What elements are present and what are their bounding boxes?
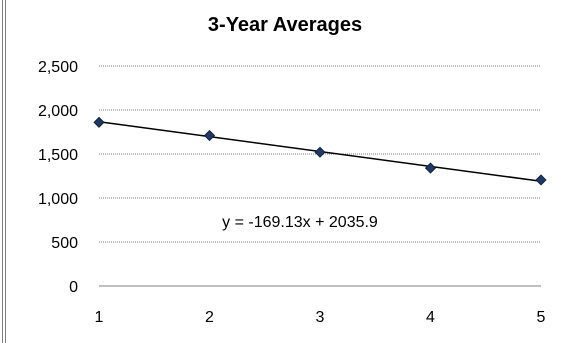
- y-tick-label: 1,000: [38, 191, 78, 208]
- chart-title: 3-Year Averages: [208, 14, 362, 36]
- y-tick-label: 0: [69, 279, 78, 296]
- x-tick-label: 5: [537, 309, 546, 326]
- data-point: [535, 174, 547, 186]
- y-tick-label: 2,000: [38, 103, 78, 120]
- data-points: [93, 116, 547, 186]
- y-tick-label: 2,500: [38, 59, 78, 76]
- y-axis-ticks: 0 500 1,000 1,500 2,000 2,500: [38, 59, 78, 296]
- x-tick-label: 4: [426, 309, 435, 326]
- data-point: [424, 162, 437, 174]
- left-border: [2, 0, 3, 343]
- x-tick-label: 1: [95, 309, 104, 326]
- x-tick-label: 3: [316, 309, 325, 326]
- y-tick-label: 1,500: [38, 147, 78, 164]
- data-point: [203, 129, 216, 142]
- grid-lines: [99, 65, 541, 287]
- trendline-equation: y = -169.13x + 2035.9: [222, 214, 378, 231]
- data-point: [314, 146, 326, 158]
- left-border-inner: [5, 0, 6, 343]
- data-point: [93, 116, 105, 128]
- x-axis-ticks: 1 2 3 4 5: [95, 309, 546, 326]
- y-tick-label: 500: [51, 235, 78, 252]
- x-tick-label: 2: [205, 309, 214, 326]
